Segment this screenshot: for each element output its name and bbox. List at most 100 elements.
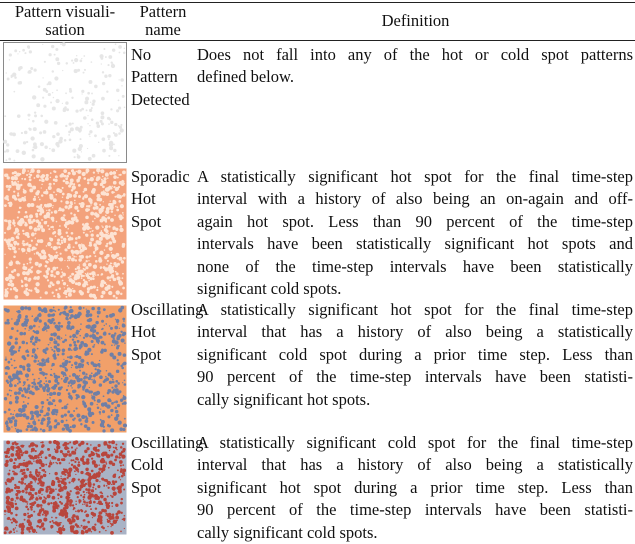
texture-speck <box>12 132 16 137</box>
texture-speck <box>74 58 79 63</box>
texture-speck <box>66 235 69 238</box>
texture-speck <box>108 380 113 384</box>
texture-speck <box>65 370 68 372</box>
texture-speck <box>16 194 20 197</box>
texture-speck <box>119 204 124 209</box>
texture-speck <box>82 190 85 193</box>
texture-speck <box>51 348 54 351</box>
texture-speck <box>22 413 27 418</box>
texture-speck <box>62 69 64 72</box>
texture-speck <box>44 264 48 268</box>
texture-speck <box>13 250 17 254</box>
texture-speck <box>82 483 86 487</box>
texture-speck <box>7 472 11 476</box>
texture-speck <box>118 79 120 81</box>
texture-speck <box>114 122 118 127</box>
texture-speck <box>108 241 113 245</box>
texture-speck <box>90 339 94 343</box>
texture-speck <box>29 270 33 274</box>
texture-speck <box>108 73 112 78</box>
texture-speck <box>9 518 12 521</box>
texture-speck <box>7 417 11 421</box>
texture-speck <box>57 308 60 311</box>
texture-speck <box>80 423 83 426</box>
definition-line: A statistically significant cold spot fo… <box>197 433 633 452</box>
texture-speck <box>77 269 82 274</box>
texture-speck <box>118 308 123 313</box>
texture-speck <box>107 134 111 139</box>
texture-speck <box>107 216 111 220</box>
texture-speck <box>30 266 33 269</box>
texture-speck <box>100 494 103 498</box>
texture-speck <box>62 281 67 286</box>
texture-speck <box>27 514 32 519</box>
texture-speck <box>22 381 26 384</box>
texture-speck <box>8 479 12 483</box>
texture-speck <box>23 512 27 517</box>
texture-speck <box>111 191 115 194</box>
texture-speck <box>22 471 26 475</box>
texture-speck <box>75 336 78 339</box>
texture-speck <box>86 361 89 365</box>
texture-speck <box>116 359 119 362</box>
texture-speck <box>112 228 115 231</box>
texture-speck <box>24 306 28 310</box>
texture-speck <box>80 509 84 513</box>
texture-speck <box>52 332 56 335</box>
definition-line: cally significant hot spots. <box>197 389 371 409</box>
texture-speck <box>96 518 101 523</box>
texture-speck <box>82 197 85 200</box>
texture-speck <box>123 182 126 185</box>
texture-speck <box>44 190 49 195</box>
texture-speck <box>42 130 47 134</box>
texture-speck <box>101 477 104 480</box>
texture-speck <box>70 222 72 224</box>
texture-speck <box>99 375 103 380</box>
texture-speck <box>55 347 59 351</box>
texture-speck <box>17 236 20 240</box>
texture-speck <box>25 252 28 254</box>
texture-speck <box>112 171 117 175</box>
texture-speck <box>45 486 48 489</box>
texture-speck <box>53 53 56 56</box>
texture-speck <box>74 523 78 527</box>
texture-speck <box>107 466 110 469</box>
texture-speck <box>67 410 71 414</box>
texture-speck <box>23 383 26 386</box>
texture-speck <box>55 271 60 276</box>
texture-speck <box>105 233 108 237</box>
texture-speck <box>91 92 93 95</box>
texture-speck <box>114 340 119 345</box>
texture-speck <box>35 215 39 218</box>
texture-speck <box>4 421 9 425</box>
texture-speck <box>61 279 64 282</box>
texture-speck <box>63 441 68 447</box>
texture-speck <box>77 169 82 174</box>
texture-speck <box>114 270 117 273</box>
texture-speck <box>58 399 62 403</box>
definition-line: defined below. <box>197 67 294 87</box>
texture-speck <box>85 308 87 310</box>
texture-speck <box>15 442 18 446</box>
texture-speck <box>96 286 99 289</box>
texture-speck <box>109 270 113 274</box>
texture-speck <box>53 182 56 185</box>
texture-speck <box>111 495 114 499</box>
texture-speck <box>11 194 17 199</box>
texture-speck <box>97 306 101 311</box>
texture-speck <box>29 425 32 428</box>
texture-speck <box>38 307 42 311</box>
texture-speck <box>101 175 104 178</box>
texture-speck <box>102 308 106 312</box>
texture-speck <box>21 355 25 359</box>
texture-speck <box>63 214 66 217</box>
texture-speck <box>114 519 118 523</box>
texture-speck <box>113 148 117 153</box>
texture-speck <box>75 500 77 502</box>
texture-speck <box>109 146 114 151</box>
texture-speck <box>50 488 55 493</box>
texture-speck <box>34 114 38 118</box>
texture-speck <box>46 494 51 499</box>
texture-speck <box>78 258 82 262</box>
texture-speck <box>73 250 78 254</box>
